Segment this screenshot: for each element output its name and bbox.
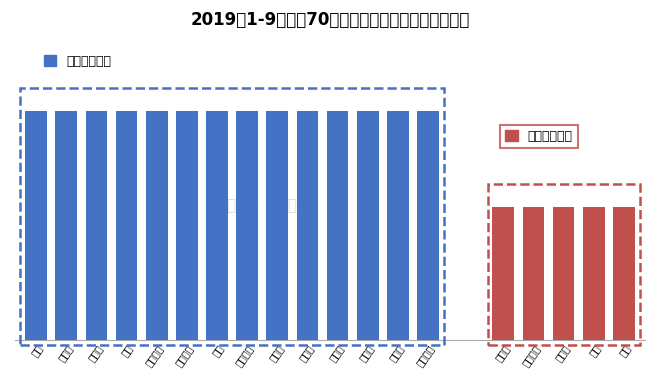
Bar (206, 111, 228, 340)
Legend: 二级配套部品: 二级配套部品 (500, 125, 578, 148)
Text: 优采  ·  建筑美好: 优采 · 建筑美好 (228, 198, 306, 213)
Bar (327, 111, 348, 340)
Bar (115, 111, 137, 340)
Bar (296, 111, 318, 340)
Bar (553, 207, 574, 340)
Bar (492, 207, 514, 340)
Bar (267, 111, 288, 340)
Bar (146, 111, 168, 340)
Bar (55, 111, 77, 340)
Bar (613, 207, 635, 340)
Bar (176, 111, 197, 340)
Text: 2019年1-9月重点70城全装修项目主要部品应用品类: 2019年1-9月重点70城全装修项目主要部品应用品类 (190, 11, 470, 29)
Bar (583, 207, 605, 340)
Bar (25, 111, 47, 340)
Bar (387, 111, 409, 340)
Bar (86, 111, 107, 340)
Bar (357, 111, 379, 340)
Bar (20, 88, 444, 345)
Bar (523, 207, 544, 340)
Bar (417, 111, 439, 340)
Bar (488, 184, 640, 345)
Bar (236, 111, 258, 340)
